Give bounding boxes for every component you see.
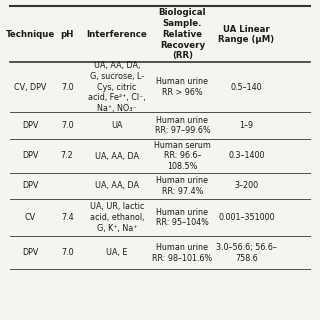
Text: 1–9: 1–9: [239, 121, 253, 130]
Text: UA Linear
Range (μM): UA Linear Range (μM): [218, 25, 275, 44]
Text: UA, UR, lactic
acid, ethanol,
G, K⁺, Na⁺: UA, UR, lactic acid, ethanol, G, K⁺, Na⁺: [90, 202, 144, 233]
Text: DPV: DPV: [22, 181, 39, 190]
Text: 7.0: 7.0: [61, 121, 74, 130]
Text: UA, AA, DA,
G, sucrose, L-
Cys, citric
acid, Fe²⁺, Cl⁻,
Na⁺, NO₃⁻: UA, AA, DA, G, sucrose, L- Cys, citric a…: [88, 61, 146, 113]
Text: CV: CV: [25, 213, 36, 222]
Text: UA: UA: [111, 121, 123, 130]
Text: UA, AA, DA: UA, AA, DA: [95, 181, 139, 190]
Text: Human urine
RR: 95–104%: Human urine RR: 95–104%: [156, 208, 209, 227]
Text: Human urine
RR: 98–101.6%: Human urine RR: 98–101.6%: [152, 243, 212, 262]
Text: DPV: DPV: [22, 248, 39, 257]
Text: 7.0: 7.0: [61, 248, 74, 257]
Text: 0.001–351000: 0.001–351000: [218, 213, 275, 222]
Text: 3–200: 3–200: [234, 181, 259, 190]
Text: Biological
Sample.
Relative
Recovery
(RR): Biological Sample. Relative Recovery (RR…: [159, 8, 206, 60]
Text: DPV: DPV: [22, 151, 39, 161]
Text: Human serum
RR: 96.6–
108.5%: Human serum RR: 96.6– 108.5%: [154, 141, 211, 171]
Text: 3.0–56.6; 56.6–
758.6: 3.0–56.6; 56.6– 758.6: [216, 243, 277, 262]
Text: 7.0: 7.0: [61, 83, 74, 92]
Text: UA, E: UA, E: [106, 248, 127, 257]
Text: Interference: Interference: [86, 30, 147, 39]
Text: DPV: DPV: [22, 121, 39, 130]
Text: Human urine
RR: 97–99.6%: Human urine RR: 97–99.6%: [155, 116, 210, 135]
Text: 0.5–140: 0.5–140: [231, 83, 262, 92]
Text: 7.2: 7.2: [61, 151, 74, 161]
Text: UA, AA, DA: UA, AA, DA: [95, 151, 139, 161]
Text: CV, DPV: CV, DPV: [14, 83, 47, 92]
Text: Human urine
RR > 96%: Human urine RR > 96%: [156, 77, 208, 97]
Text: pH: pH: [60, 30, 74, 39]
Text: 0.3–1400: 0.3–1400: [228, 151, 265, 161]
Text: Human urine
RR: 97.4%: Human urine RR: 97.4%: [156, 176, 208, 196]
Text: 7.4: 7.4: [61, 213, 74, 222]
Text: Technique: Technique: [6, 30, 55, 39]
